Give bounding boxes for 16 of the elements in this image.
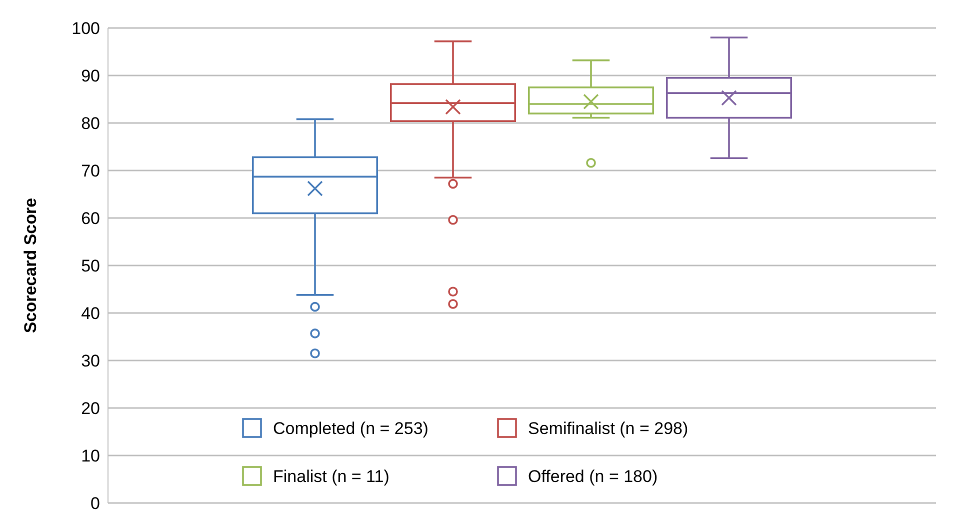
y-tick-label: 10: [81, 446, 100, 466]
y-tick-label: 0: [90, 494, 100, 514]
y-tick-label: 40: [81, 304, 100, 324]
y-tick-label: 100: [72, 19, 100, 38]
y-axis-title: Scorecard Score: [21, 198, 40, 334]
legend-label: Finalist (n = 11): [273, 467, 390, 486]
y-tick-label: 70: [81, 162, 100, 181]
y-tick-label: 60: [81, 209, 100, 228]
y-tick-label: 20: [81, 399, 100, 418]
legend-label: Semifinalist (n = 298): [528, 419, 688, 438]
y-tick-label: 30: [81, 352, 100, 371]
legend-label: Offered (n = 180): [528, 467, 658, 486]
y-tick-label: 80: [81, 114, 100, 134]
y-tick-label: 90: [81, 66, 100, 86]
legend-label: Completed (n = 253): [273, 419, 428, 438]
y-tick-label: 50: [81, 256, 100, 276]
